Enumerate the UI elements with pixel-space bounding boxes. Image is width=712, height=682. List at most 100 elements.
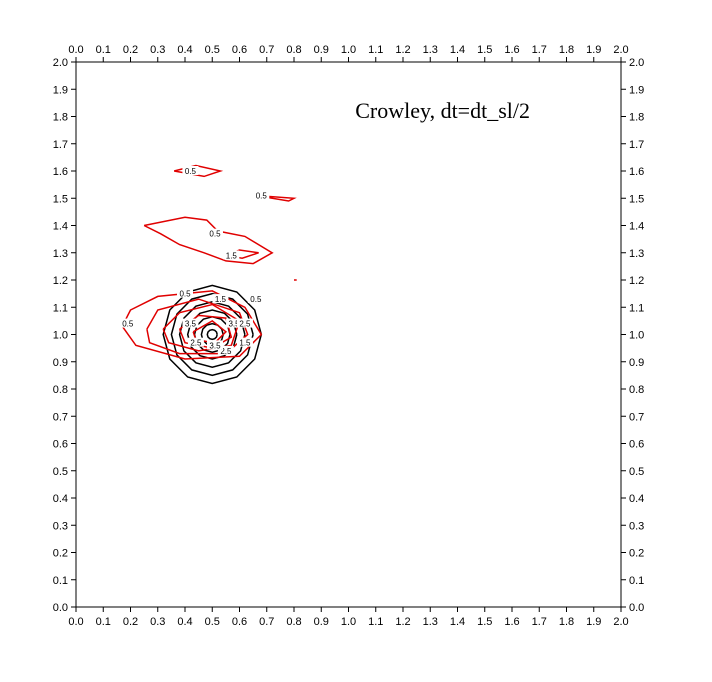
contour-label-bg: [206, 340, 223, 350]
x-tick-label-top: 2.0: [613, 44, 628, 56]
x-tick-label-top: 1.2: [395, 44, 410, 56]
x-tick-label-top: 0.0: [68, 44, 83, 56]
contour-label-bg: [182, 318, 199, 328]
contour-label-bg: [206, 228, 223, 238]
y-tick-label-left: 1.1: [53, 302, 68, 314]
x-tick-label-top: 1.7: [532, 44, 547, 56]
contour-label: 0.5: [179, 290, 191, 299]
y-tick-label-right: 0.3: [629, 520, 644, 532]
contour-line: [162, 303, 241, 352]
y-tick-label-right: 1.9: [629, 84, 644, 96]
y-tick-label-left: 0.6: [53, 439, 68, 451]
contour-label-bg: [217, 345, 234, 355]
contour-line: [178, 301, 246, 368]
x-tick-label-bottom: 0.0: [68, 616, 83, 628]
y-tick-label-right: 1.4: [629, 221, 644, 233]
x-tick-label-top: 0.5: [205, 44, 220, 56]
contour-label: 0.5: [209, 230, 221, 239]
y-tick-label-left: 1.0: [53, 330, 68, 342]
y-tick-label-left: 0.4: [53, 493, 68, 505]
y-tick-label-left: 0.1: [53, 575, 68, 587]
x-tick-label-bottom: 1.7: [532, 616, 547, 628]
x-tick-label-bottom: 0.5: [205, 616, 220, 628]
y-tick-label-left: 1.9: [53, 84, 68, 96]
contour-label: 2.5: [220, 347, 232, 356]
x-tick-label-top: 1.1: [368, 44, 383, 56]
x-tick-label-top: 0.6: [232, 44, 247, 56]
x-tick-label-top: 1.4: [450, 44, 465, 56]
y-tick-label-right: 1.3: [629, 248, 644, 260]
y-tick-label-right: 0.8: [629, 384, 644, 396]
y-tick-label-right: 1.1: [629, 302, 644, 314]
x-tick-label-top: 1.5: [477, 44, 492, 56]
contour-label-bg: [236, 337, 253, 347]
x-tick-label-bottom: 1.3: [423, 616, 438, 628]
y-tick-label-left: 0.9: [53, 357, 68, 369]
contour-label-bg: [187, 337, 204, 347]
x-tick-label-top: 0.3: [150, 44, 165, 56]
x-tick-label-bottom: 2.0: [613, 616, 628, 628]
contour-label-bg: [182, 166, 199, 175]
contour-label-bg: [247, 294, 264, 304]
x-tick-label-top: 0.7: [259, 44, 274, 56]
x-tick-label-bottom: 1.4: [450, 616, 465, 628]
y-tick-label-right: 0.0: [629, 602, 644, 614]
y-tick-label-left: 0.7: [53, 411, 68, 423]
contour-label: 2.5: [239, 320, 251, 329]
y-tick-label-left: 1.8: [53, 112, 68, 124]
axis-ticks: 0.00.00.0 0.00.10.10.1 0.10.20.20.2 0.20.30…: [53, 44, 645, 628]
chart-title: Crowley, dt=dt_sl/2: [355, 98, 530, 123]
x-tick-label-bottom: 1.2: [395, 616, 410, 628]
x-tick-label-bottom: 0.1: [96, 616, 111, 628]
y-tick-label-left: 1.6: [53, 166, 68, 178]
x-tick-label-bottom: 1.0: [341, 616, 356, 628]
contour-label-bg: [212, 294, 229, 304]
x-tick-label-bottom: 0.9: [314, 616, 329, 628]
contour-label-bg: [177, 288, 193, 298]
contour-label: 1.5: [215, 295, 227, 304]
contour-label-bg: [119, 318, 136, 328]
contour-label-bg: [253, 190, 270, 200]
x-tick-label-bottom: 0.3: [150, 616, 165, 628]
y-tick-label-left: 0.8: [53, 384, 68, 396]
x-tick-label-top: 0.8: [286, 44, 301, 56]
y-tick-label-right: 2.0: [629, 57, 644, 69]
y-tick-label-right: 0.1: [629, 575, 644, 587]
y-tick-label-right: 1.0: [629, 330, 644, 342]
x-tick-label-top: 1.6: [504, 44, 519, 56]
y-tick-label-left: 2.0: [53, 57, 68, 69]
contour-label: 0.5: [250, 295, 262, 304]
y-tick-label-left: 1.3: [53, 248, 68, 260]
x-tick-label-bottom: 0.7: [259, 616, 274, 628]
x-tick-label-top: 0.4: [177, 44, 192, 56]
contour-line: [146, 298, 249, 355]
contour-label-bg: [223, 250, 240, 260]
x-tick-label-bottom: 1.8: [559, 616, 574, 628]
contour-label: 3.5: [209, 341, 221, 350]
y-tick-label-left: 0.0: [53, 602, 68, 614]
contour-line: [143, 216, 274, 265]
plot-border: [75, 61, 622, 608]
x-tick-label-top: 1.3: [423, 44, 438, 56]
x-tick-label-top: 0.2: [123, 44, 138, 56]
y-tick-label-left: 0.3: [53, 520, 68, 532]
contour-line: [170, 292, 254, 377]
x-tick-label-bottom: 0.4: [177, 616, 192, 628]
x-tick-label-top: 1.8: [559, 44, 574, 56]
y-tick-label-right: 1.5: [629, 193, 644, 205]
x-tick-label-top: 0.9: [314, 44, 329, 56]
y-tick-label-right: 1.8: [629, 112, 644, 124]
y-tick-label-right: 1.2: [629, 275, 644, 287]
contour-line: [121, 290, 263, 360]
contour-label-bg: [226, 318, 243, 328]
contour-label: 3.5: [185, 320, 197, 329]
contour-label: 2.5: [190, 339, 202, 348]
x-tick-label-bottom: 0.2: [123, 616, 138, 628]
contour-label: 1.5: [239, 339, 251, 348]
contour-label: 3.5: [228, 320, 240, 329]
y-tick-label-right: 0.2: [629, 548, 644, 560]
x-tick-label-bottom: 1.5: [477, 616, 492, 628]
contour-lines: [121, 164, 297, 385]
contour-line: [178, 314, 233, 349]
